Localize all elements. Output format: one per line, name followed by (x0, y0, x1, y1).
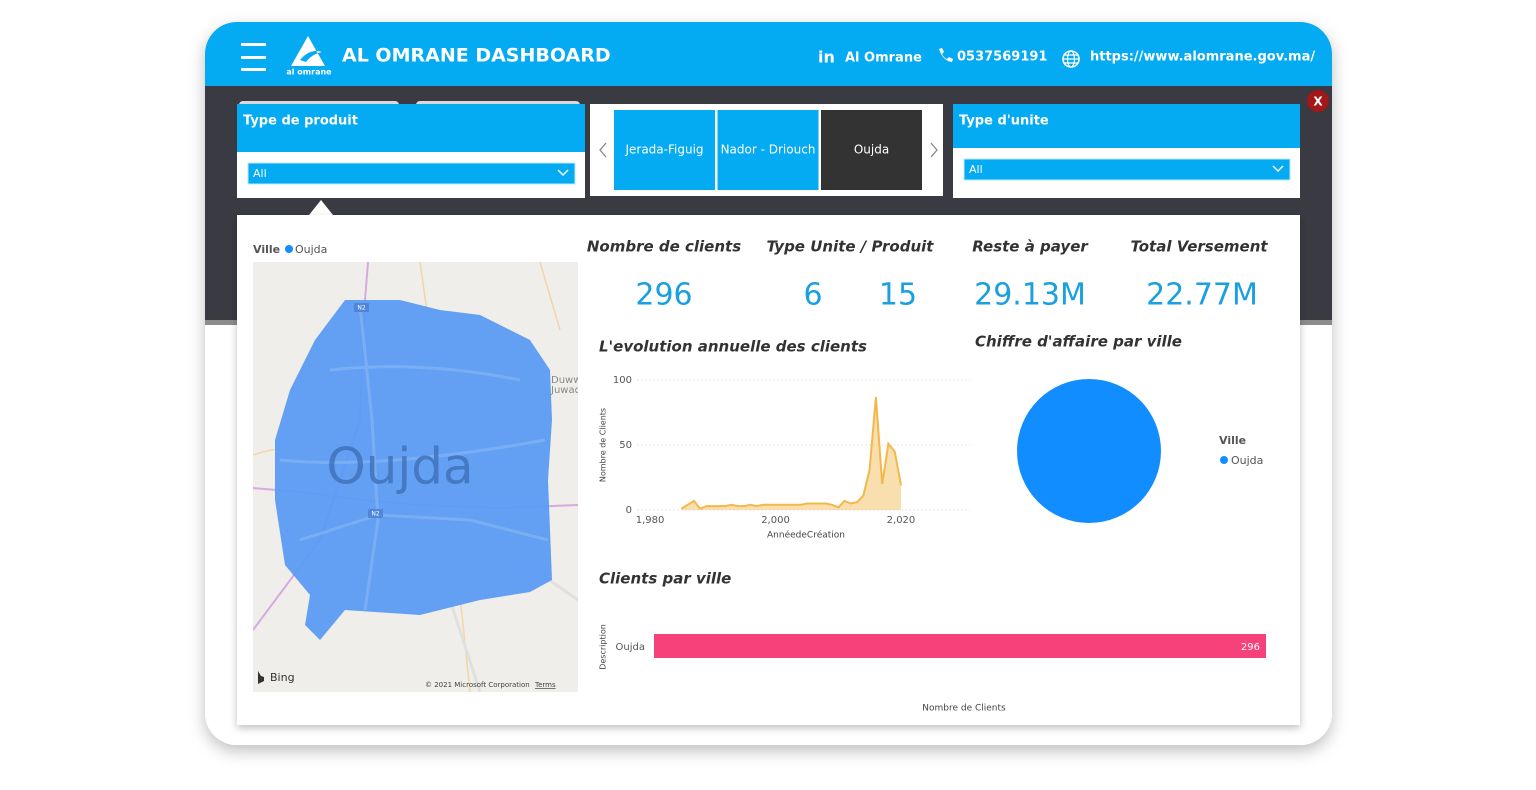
area (681, 396, 901, 510)
phone-icon (939, 48, 953, 62)
dropdown[interactable]: All (247, 162, 576, 185)
city-tab[interactable]: Nador - Driouch (717, 110, 819, 190)
phone-number[interactable]: 0537569191 (957, 50, 1047, 65)
y-tick-label: 100 (613, 375, 632, 386)
place-label: Duww (551, 375, 581, 386)
dropdown-chevron (1272, 165, 1284, 173)
slicer-label: Type d'unite (959, 114, 1049, 129)
linkedin-link[interactable]: Al Omrane (845, 51, 922, 66)
kpi-value: 296 (635, 278, 692, 313)
unit-slicer[interactable]: Type d'unite All (953, 104, 1300, 198)
map-terms[interactable]: Terms (534, 681, 556, 689)
globe-icon (1062, 50, 1080, 68)
tab-next[interactable] (930, 142, 938, 158)
slicer-label: Type de produit (243, 114, 358, 129)
y-tick-label: Oujda (616, 642, 645, 653)
bing-logo (258, 671, 264, 684)
kpi-label: Nombre de clients (587, 238, 741, 256)
slicer-header (953, 104, 1300, 148)
dropdown-box (247, 162, 576, 185)
x-tick-label: 2,000 (761, 515, 790, 526)
road-shield (354, 303, 369, 312)
x-tick-label: 1,980 (636, 515, 665, 526)
map-legend-title: Ville (253, 243, 280, 256)
city-tab[interactable]: Oujda (821, 110, 922, 190)
kpi-label: Total Versement (1130, 238, 1268, 256)
road-label: N2 (371, 511, 379, 518)
kpi-label: Reste à payer (972, 238, 1089, 256)
dropdown[interactable]: All (963, 158, 1291, 181)
line (680, 396, 902, 510)
product-slicer[interactable]: Type de produit All (237, 104, 585, 198)
chart-title: L'evolution annuelle des clients (599, 338, 867, 356)
dropdown-chevron (557, 169, 569, 177)
logo-text: al omrane (286, 68, 332, 77)
city-tab[interactable]: Jerada-Figuig (614, 110, 715, 190)
legend-title: Ville (1219, 434, 1246, 447)
map-attribution: © 2021 Microsoft Corporation (425, 681, 530, 689)
logo-mark (291, 36, 325, 66)
y-axis-label: Nombre de Clients (599, 408, 608, 482)
tab-bg (614, 110, 715, 190)
content: al omrane AL OMRANE DASHBOARD in Al Omrane 0… (237, 36, 1329, 725)
kpi-value: 29.13M (974, 278, 1086, 313)
tab-label[interactable]: Oujda (854, 143, 889, 157)
menu-line (241, 56, 266, 59)
close-circle (1307, 90, 1329, 112)
tab-label[interactable]: Nador - Driouch (721, 143, 816, 157)
place-label: Juwad (550, 385, 581, 396)
city-streets (279, 304, 549, 611)
map-legend-item: Oujda (295, 243, 327, 256)
report-panel-top (237, 215, 1300, 235)
x-axis-label: AnnéedeCréation (767, 530, 845, 541)
website-link[interactable]: https://www.alomrane.gov.ma/ (1090, 50, 1315, 65)
y-tick-label: 0 (626, 505, 632, 516)
map-provider: Bing (270, 671, 295, 684)
road-shield (368, 509, 383, 518)
menu-button[interactable] (241, 43, 266, 71)
tab-label[interactable]: Jerada-Figuig (624, 143, 703, 157)
legend-dot (1220, 456, 1228, 464)
tab-bg (821, 110, 922, 190)
slicer-header (237, 104, 585, 152)
kpi-value: 22.77M (1146, 278, 1258, 313)
kpi-label: Type Unite / Produit (767, 238, 935, 256)
close-button[interactable]: X (1307, 90, 1329, 112)
dashboard-title: AL OMRANE DASHBOARD (342, 45, 611, 67)
city-area (275, 300, 552, 640)
linkedin-icon[interactable]: in (818, 48, 835, 67)
tab-prev[interactable] (599, 142, 607, 158)
dropdown-box (963, 158, 1291, 181)
globe-parallels (1063, 54, 1079, 64)
x-axis-label: Nombre de Clients (922, 704, 1006, 714)
close-label[interactable]: X (1313, 95, 1323, 109)
header-bar (205, 22, 1332, 86)
bar (654, 634, 1266, 658)
pie-slice (1017, 379, 1161, 523)
chart-title: Chiffre d'affaire par ville (975, 333, 1182, 351)
y-axis-label: Description (599, 624, 608, 670)
chart-title: Clients par ville (599, 570, 731, 588)
kpi-value: 6 (803, 278, 822, 313)
dropdown-value[interactable]: All (253, 167, 267, 180)
map-legend-dot (285, 245, 293, 253)
dropdown-value[interactable]: All (969, 163, 983, 176)
data-label: 296 (1241, 642, 1260, 653)
y-tick-label: 50 (619, 440, 632, 451)
road-label: N2 (357, 305, 365, 312)
tab-bg (717, 110, 819, 190)
x-tick-label: 2,020 (887, 515, 916, 526)
menu-line (241, 43, 266, 46)
map-city-label: Oujda (326, 438, 473, 496)
legend-item: Oujda (1231, 454, 1263, 467)
menu-line (241, 68, 266, 71)
kpi-value: 15 (879, 278, 917, 313)
popup-notch (309, 200, 333, 215)
